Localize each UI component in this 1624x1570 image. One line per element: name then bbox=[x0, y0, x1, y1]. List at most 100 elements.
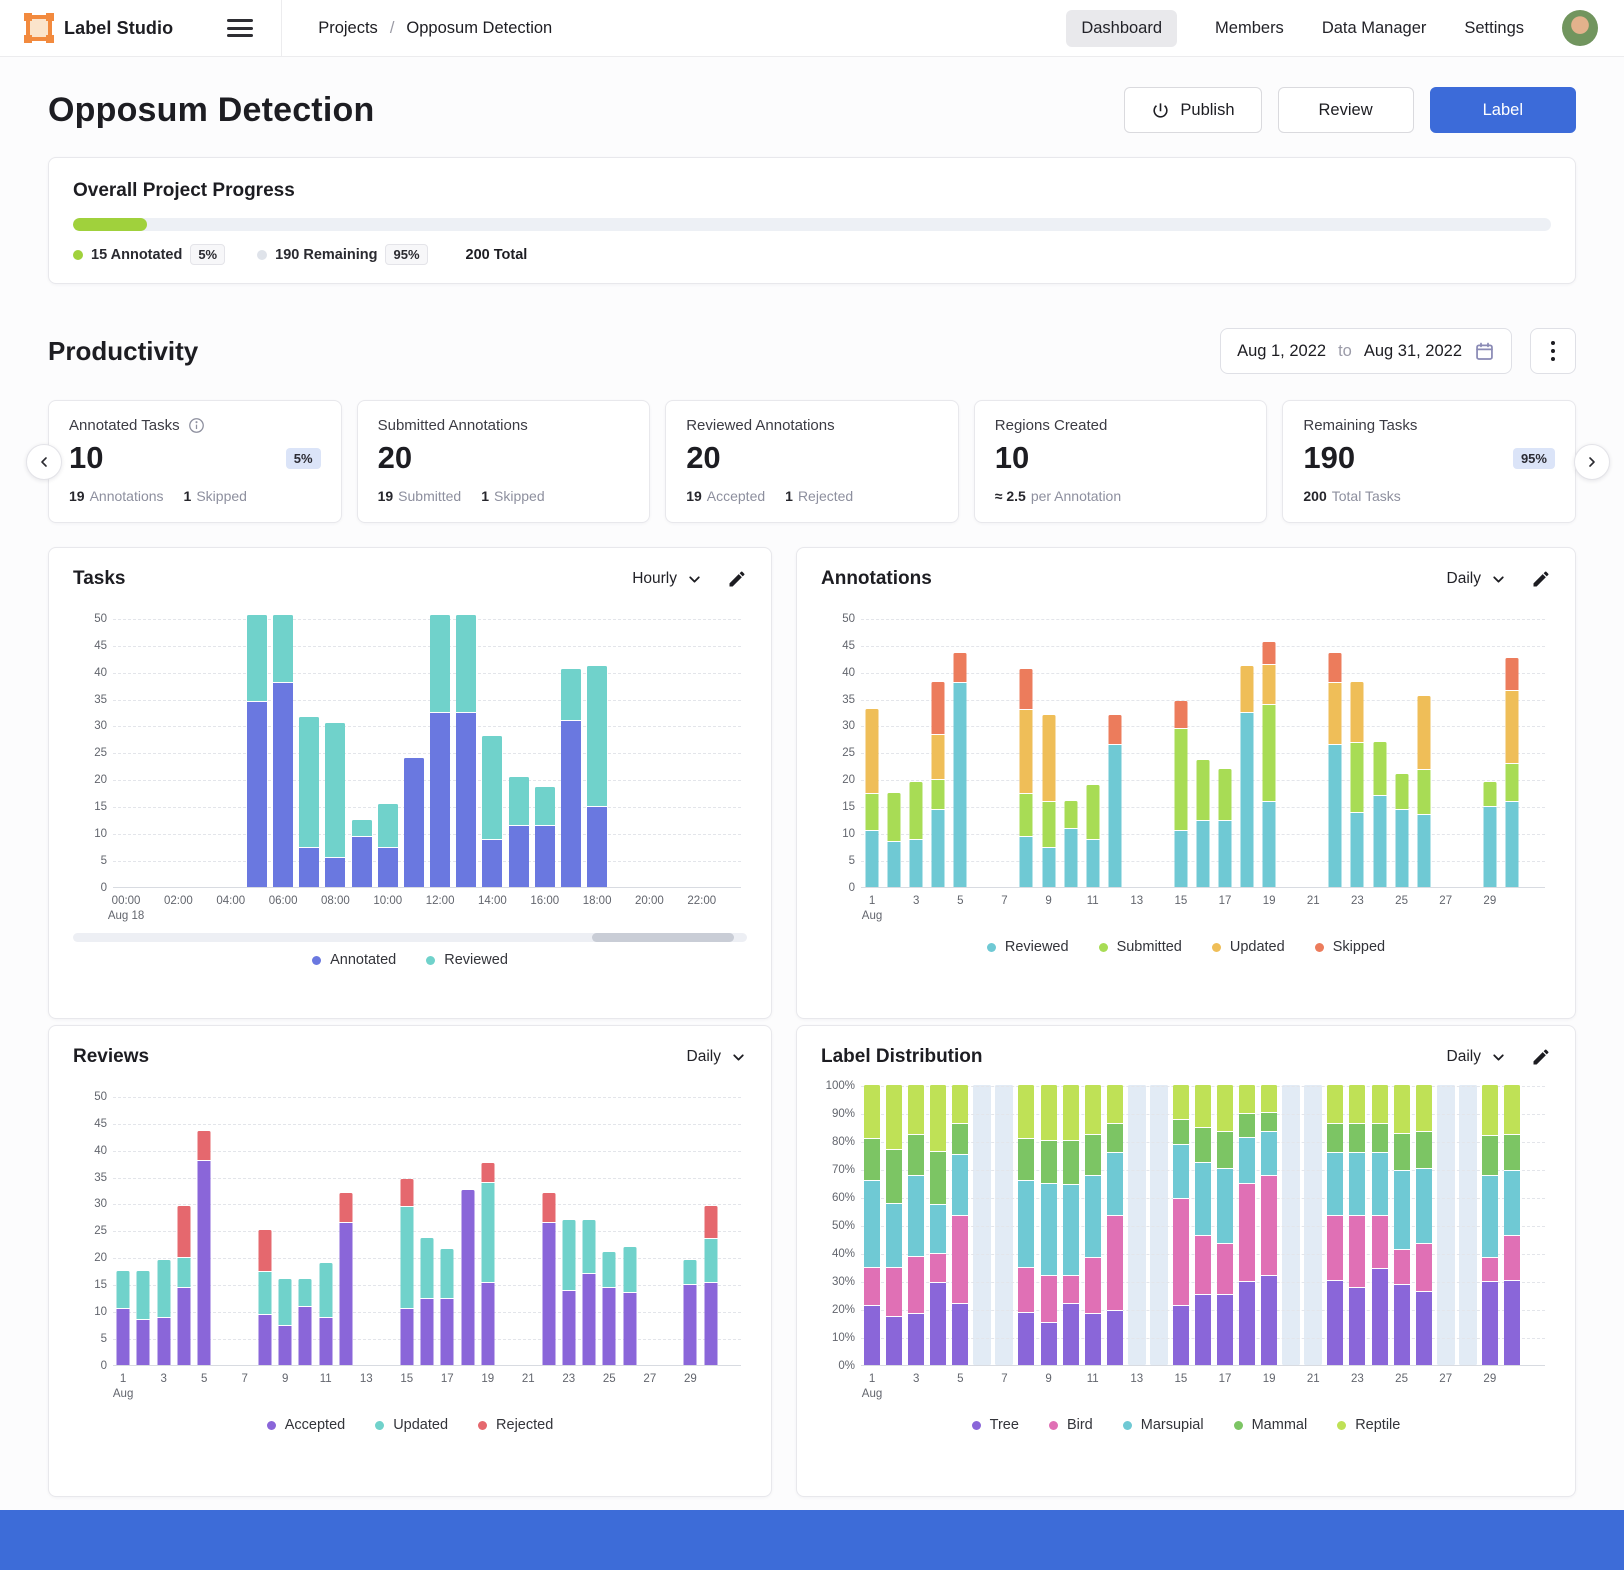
x-axis-label: 00:00 Aug 18 bbox=[107, 895, 145, 922]
bar-09-00 bbox=[351, 819, 372, 887]
nav-dashboard[interactable]: Dashboard bbox=[1066, 9, 1178, 47]
segment-tree bbox=[908, 1313, 925, 1365]
label-button[interactable]: Label bbox=[1429, 87, 1576, 133]
gridline bbox=[113, 807, 741, 809]
charts-grid: Tasks Hourly 0 5 10 15 20 25 30 35 40 45 50 00:00 Au… bbox=[48, 547, 1576, 1497]
segment-mammal bbox=[1393, 1132, 1410, 1171]
gridline bbox=[113, 645, 741, 647]
bar-Aug-8 bbox=[1019, 668, 1033, 887]
stat-value: 20 bbox=[377, 440, 413, 475]
bar-Aug-4 bbox=[177, 1206, 191, 1365]
annotations-edit-button[interactable] bbox=[1531, 569, 1551, 589]
empty-day-bar bbox=[1282, 1085, 1301, 1365]
bar-Aug-12 bbox=[1108, 714, 1122, 887]
segment-reptile bbox=[1349, 1085, 1366, 1123]
label-distribution-edit-button[interactable] bbox=[1531, 1047, 1551, 1067]
x-axis-label: 23 bbox=[1351, 1373, 1364, 1385]
segment-annotated bbox=[456, 712, 477, 887]
y-axis-label: 30 bbox=[94, 1198, 107, 1211]
brand[interactable]: Label Studio bbox=[24, 13, 174, 43]
x-axis-label: 16:00 bbox=[530, 895, 560, 907]
segment-rejected bbox=[542, 1192, 556, 1223]
segment-bird bbox=[1084, 1257, 1101, 1314]
brand-name: Label Studio bbox=[64, 17, 174, 38]
segment-reptile bbox=[1172, 1085, 1189, 1119]
segment-rejected bbox=[400, 1179, 414, 1207]
x-axis-label: 21 bbox=[1306, 895, 1320, 907]
nav-members[interactable]: Members bbox=[1215, 18, 1284, 37]
segment-reviewed bbox=[1174, 830, 1188, 887]
reviews-legend: Accepted Updated Rejected bbox=[73, 1407, 747, 1439]
reviews-chart: 0 5 10 15 20 25 30 35 40 45 50 1 Aug 3 5 7 9 11 13 15 17 19 21… bbox=[73, 1068, 747, 1439]
carousel-left-button[interactable] bbox=[26, 444, 62, 480]
x-axis-label: 15 bbox=[400, 1373, 414, 1385]
x-axis-sublabel: Aug bbox=[112, 1388, 134, 1400]
y-axis-label: 45 bbox=[94, 1117, 107, 1130]
chart-scrollbar-thumb[interactable] bbox=[591, 933, 734, 942]
nav-data-manager[interactable]: Data Manager bbox=[1321, 18, 1427, 37]
label-distribution-interval-select[interactable]: Daily bbox=[1447, 1048, 1507, 1066]
more-options-button[interactable] bbox=[1530, 328, 1576, 374]
tasks-edit-button[interactable] bbox=[727, 569, 747, 589]
segment-submitted bbox=[1042, 800, 1056, 847]
x-axis-label: 29 bbox=[1483, 1373, 1497, 1385]
segment-tree bbox=[1062, 1303, 1079, 1365]
nav-settings[interactable]: Settings bbox=[1464, 18, 1524, 37]
x-axis-label: 11 bbox=[319, 1373, 332, 1385]
publish-button[interactable]: Publish bbox=[1124, 87, 1262, 133]
segment-marsupial bbox=[1040, 1182, 1057, 1276]
segment-reptile bbox=[1239, 1085, 1256, 1113]
segment-mammal bbox=[1503, 1134, 1520, 1171]
segment-accepted bbox=[623, 1292, 637, 1365]
tasks-chart: 0 5 10 15 20 25 30 35 40 45 50 00:00 Aug 18 02:00 04:0… bbox=[73, 590, 747, 974]
legend-label: Reptile bbox=[1355, 1417, 1401, 1433]
info-icon[interactable] bbox=[188, 417, 205, 434]
x-axis-label: 13 bbox=[1130, 895, 1144, 907]
segment-reptile bbox=[1393, 1085, 1410, 1133]
x-axis-label: 3 bbox=[912, 895, 920, 907]
legend-label: Annotated bbox=[330, 952, 397, 968]
bar-Aug-17 bbox=[1218, 768, 1232, 887]
stat-value: 10 bbox=[994, 440, 1030, 475]
bar-Aug-4 bbox=[931, 682, 945, 887]
tasks-chart-title: Tasks bbox=[73, 568, 126, 589]
carousel-right-button[interactable] bbox=[1574, 444, 1610, 480]
segment-reptile bbox=[1084, 1085, 1101, 1134]
segment-updated bbox=[704, 1238, 718, 1282]
legend-item-rejected: Rejected bbox=[478, 1417, 553, 1433]
user-avatar[interactable] bbox=[1562, 10, 1598, 46]
segment-mammal bbox=[1349, 1122, 1366, 1153]
segment-tree bbox=[1261, 1275, 1278, 1365]
progress-legend: 15 Annotated 5% 190 Remaining 95% 200 To… bbox=[73, 244, 1551, 265]
segment-reviewed bbox=[377, 803, 398, 847]
segment-reviewed bbox=[1328, 744, 1342, 887]
x-axis-sublabel: Aug bbox=[861, 1388, 883, 1400]
reviews-interval-select[interactable]: Daily bbox=[687, 1048, 747, 1066]
segment-marsupial bbox=[1481, 1174, 1498, 1258]
segment-submitted bbox=[887, 792, 901, 842]
tasks-interval-select[interactable]: Hourly bbox=[632, 570, 703, 588]
topbar: Label Studio Projects / Opposum Detectio… bbox=[0, 0, 1624, 57]
segment-reviewed bbox=[534, 787, 555, 826]
segment-rejected bbox=[339, 1192, 353, 1223]
bar-Aug-24 bbox=[582, 1219, 596, 1365]
gridline bbox=[113, 699, 741, 701]
breadcrumb-projects[interactable]: Projects bbox=[318, 18, 378, 37]
segment-mammal bbox=[886, 1149, 903, 1203]
y-axis-label: 5 bbox=[100, 1333, 107, 1346]
segment-reviewed bbox=[587, 666, 608, 807]
bar-Aug-11 bbox=[1084, 1085, 1101, 1365]
date-range-picker[interactable]: Aug 1, 2022 to Aug 31, 2022 bbox=[1220, 328, 1512, 374]
segment-reviewed bbox=[508, 776, 529, 826]
segment-annotated bbox=[587, 806, 608, 887]
segment-reviewed bbox=[1196, 819, 1210, 887]
segment-submitted bbox=[1373, 741, 1387, 796]
review-button[interactable]: Review bbox=[1277, 87, 1414, 133]
menu-icon[interactable] bbox=[227, 19, 254, 37]
annotations-interval-select[interactable]: Daily bbox=[1447, 570, 1507, 588]
remaining-pct-chip: 95% bbox=[385, 244, 428, 265]
y-axis-label: 20% bbox=[831, 1304, 855, 1316]
power-icon bbox=[1153, 102, 1169, 118]
bar-06-00 bbox=[273, 615, 294, 887]
segment-marsupial bbox=[1239, 1136, 1256, 1183]
